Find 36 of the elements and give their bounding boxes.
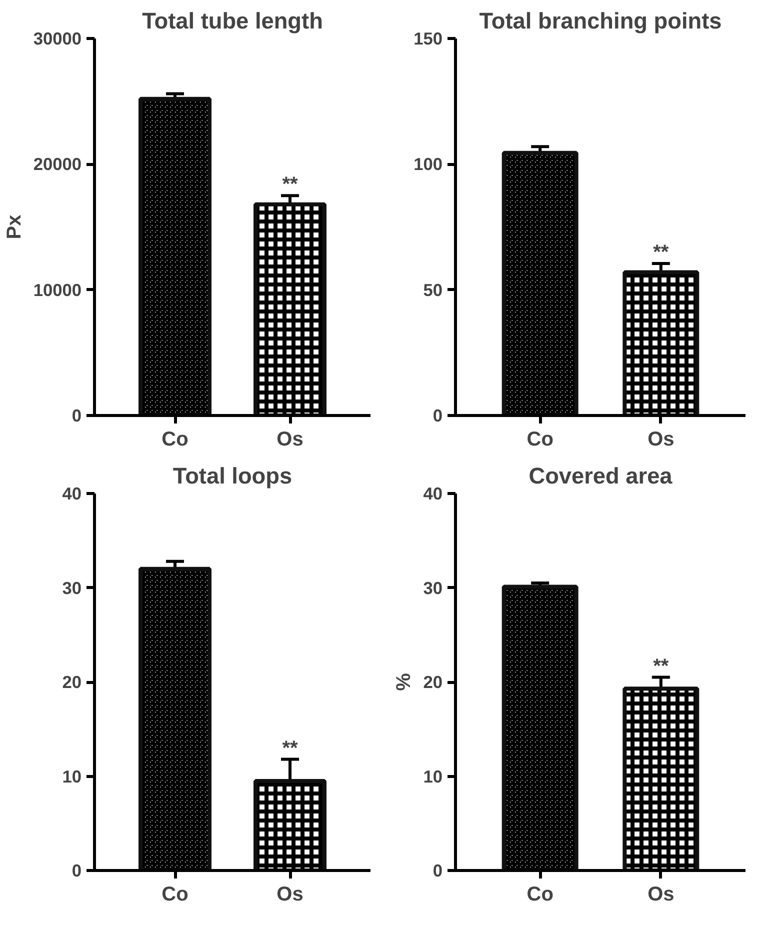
chart-title: Total loops [172, 462, 292, 488]
y-tick-label: 0 [72, 860, 82, 880]
x-tick-label: Os [276, 884, 304, 906]
y-tick-label: 20000 [33, 154, 82, 174]
y-axis-title: Px [3, 214, 26, 240]
y-tick-label: 30 [423, 578, 443, 598]
annotation: ** [282, 174, 298, 196]
y-tick-label: 10000 [33, 280, 82, 300]
y-tick-label: 0 [432, 860, 443, 880]
y-tick-label: 10 [423, 766, 443, 786]
annotation: ** [653, 655, 669, 678]
x-tick-label: Os [276, 428, 304, 450]
chart-title: Total branching points [479, 8, 722, 34]
y-tick-label: 0 [72, 406, 82, 426]
annotation: ** [653, 241, 669, 264]
y-axis-title: % [393, 672, 416, 691]
x-tick-label: Os [648, 884, 674, 906]
x-tick-label: Co [526, 884, 554, 906]
y-tick-label: 40 [423, 484, 443, 504]
chart-title: Covered area [528, 462, 673, 488]
y-tick-label: 10 [62, 766, 82, 786]
y-tick-label: 0 [432, 406, 443, 426]
y-tick-label: 150 [414, 28, 443, 48]
chart-title: Total tube length [142, 8, 323, 34]
y-tick-label: 30000 [33, 28, 82, 48]
x-tick-label: Co [162, 428, 188, 450]
y-tick-label: 50 [423, 280, 443, 300]
y-tick-label: 100 [414, 154, 443, 174]
x-tick-label: Co [162, 884, 188, 906]
annotation: ** [282, 737, 298, 760]
y-tick-label: 30 [62, 578, 82, 598]
x-tick-label: Os [648, 428, 674, 450]
y-tick-label: 20 [62, 672, 82, 692]
y-tick-label: 40 [62, 484, 82, 504]
y-tick-label: 20 [423, 672, 443, 692]
x-tick-label: Co [526, 428, 554, 450]
